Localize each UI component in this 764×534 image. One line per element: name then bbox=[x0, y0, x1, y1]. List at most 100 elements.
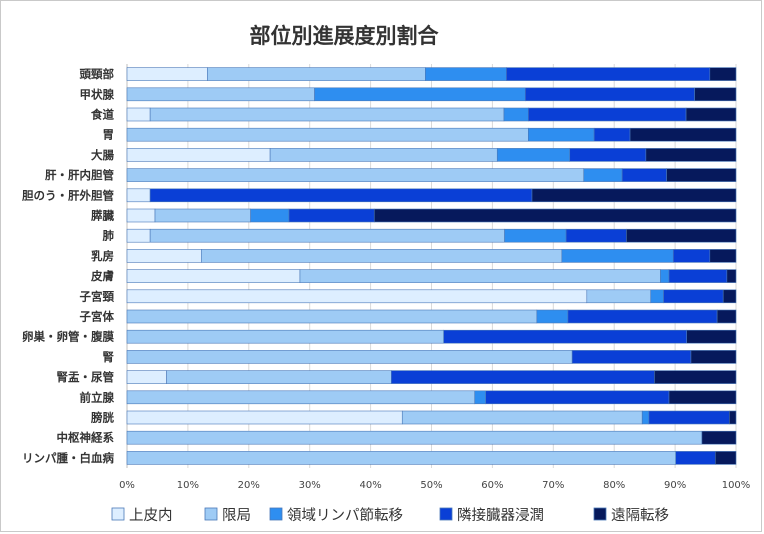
category-label: 肝・肝内胆管 bbox=[45, 168, 114, 182]
bar-segment bbox=[663, 289, 724, 304]
bar-segment bbox=[299, 269, 661, 283]
bar-segment bbox=[126, 370, 167, 384]
bar-segment bbox=[126, 269, 301, 283]
legend-swatch bbox=[204, 507, 218, 521]
legend-label: 領域リンパ節転移 bbox=[287, 506, 403, 524]
category-label: 子宮体 bbox=[80, 310, 115, 324]
x-tick-label: 0% bbox=[119, 480, 135, 491]
bar-segment bbox=[668, 269, 728, 283]
bar-segment bbox=[686, 329, 737, 344]
legend-label: 隣接臓器浸潤 bbox=[457, 507, 544, 524]
bar-segment bbox=[126, 127, 529, 142]
bar-segment bbox=[126, 410, 403, 425]
bar-segment bbox=[154, 208, 251, 223]
bar-segment bbox=[660, 269, 670, 283]
bar-segment bbox=[474, 390, 487, 405]
category-label: 大腸 bbox=[91, 148, 114, 162]
legend-swatch bbox=[593, 507, 607, 521]
bar-segment bbox=[571, 350, 692, 364]
bar-segment bbox=[401, 410, 643, 425]
bar-segment bbox=[200, 249, 563, 263]
bar-segment bbox=[621, 168, 667, 182]
bar-segment bbox=[675, 451, 716, 465]
bar-segment bbox=[666, 168, 737, 182]
chart-title: 部位別進展度別割合 bbox=[250, 24, 440, 48]
x-tick-label: 80% bbox=[603, 480, 625, 491]
bar-segment bbox=[561, 249, 674, 263]
bar-segment bbox=[504, 228, 567, 243]
x-tick-label: 90% bbox=[664, 480, 686, 491]
x-tick-label: 70% bbox=[542, 480, 564, 491]
category-label: 皮膚 bbox=[90, 269, 114, 283]
category-label: 乳房 bbox=[91, 249, 114, 263]
bar-segment bbox=[126, 107, 151, 122]
bar-segment bbox=[565, 228, 627, 243]
bar-segment bbox=[373, 208, 737, 223]
x-tick-label: 40% bbox=[359, 480, 381, 491]
bar-segment bbox=[126, 228, 151, 243]
x-tick-label: 20% bbox=[238, 480, 260, 491]
category-label: 腎 bbox=[103, 350, 115, 364]
bar-segment bbox=[729, 410, 737, 425]
bar-segment bbox=[650, 289, 664, 304]
category-label: 膵臓 bbox=[91, 209, 114, 223]
category-label: 胃 bbox=[103, 128, 115, 142]
bar-segment bbox=[250, 208, 290, 223]
legend-swatch bbox=[269, 507, 283, 521]
bar-segment bbox=[126, 148, 271, 162]
bar-segment bbox=[269, 148, 498, 162]
bar-segment bbox=[641, 410, 650, 425]
bar-segment bbox=[531, 188, 737, 203]
x-tick-label: 10% bbox=[177, 480, 199, 491]
category-label: 頭頸部 bbox=[80, 67, 115, 81]
bar-segment bbox=[126, 350, 573, 364]
bar-segment bbox=[626, 228, 737, 243]
x-tick-label: 50% bbox=[420, 480, 442, 491]
category-label: 胆のう・肝外胆管 bbox=[22, 188, 114, 202]
bar-segment bbox=[567, 309, 718, 324]
bar-segment bbox=[645, 148, 737, 162]
bar-segment bbox=[485, 390, 670, 405]
bar-segment bbox=[149, 188, 533, 203]
bar-segment bbox=[149, 228, 505, 243]
bar-segment bbox=[443, 329, 687, 344]
x-tick-label: 60% bbox=[481, 480, 503, 491]
category-label: 食道 bbox=[91, 108, 114, 122]
x-tick-label: 30% bbox=[299, 480, 321, 491]
category-label: 前立腺 bbox=[80, 390, 115, 404]
bar-segment bbox=[126, 430, 703, 445]
x-tick-label: 100% bbox=[722, 480, 751, 491]
bar-segment bbox=[654, 370, 737, 384]
bar-segment bbox=[672, 249, 711, 263]
bar-segment bbox=[528, 127, 595, 142]
bar-segment bbox=[126, 390, 476, 405]
bar-segment bbox=[629, 127, 737, 142]
legend-swatch bbox=[111, 507, 125, 521]
bar-segment bbox=[425, 67, 507, 81]
bar-segment bbox=[207, 67, 426, 81]
bar-segment bbox=[288, 208, 375, 223]
bar-segment bbox=[126, 249, 202, 263]
bar-segment bbox=[524, 87, 695, 102]
bar-segment bbox=[536, 309, 569, 324]
bar-segment bbox=[694, 87, 737, 102]
bar-segment bbox=[149, 107, 505, 122]
bar-segment bbox=[716, 309, 737, 324]
bar-segment bbox=[126, 87, 315, 102]
bar-segment bbox=[496, 148, 571, 162]
category-label: 腎盂・尿管 bbox=[57, 370, 115, 384]
category-label: 膀胱 bbox=[90, 411, 114, 425]
category-label: 中枢神経系 bbox=[57, 431, 115, 445]
bar-segment bbox=[314, 87, 526, 102]
bar-segment bbox=[593, 127, 631, 142]
bar-segment bbox=[648, 410, 730, 425]
legend-label: 遠隔転移 bbox=[611, 507, 669, 524]
bar-segment bbox=[714, 451, 737, 465]
category-label: 子宮頸 bbox=[80, 289, 115, 303]
category-label: リンパ腫・白血病 bbox=[22, 451, 114, 465]
bar-segment bbox=[583, 168, 623, 182]
bar-segment bbox=[726, 269, 737, 283]
legend-swatch bbox=[439, 507, 453, 521]
category-label: 卵巣・卵管・腹膜 bbox=[22, 330, 114, 344]
